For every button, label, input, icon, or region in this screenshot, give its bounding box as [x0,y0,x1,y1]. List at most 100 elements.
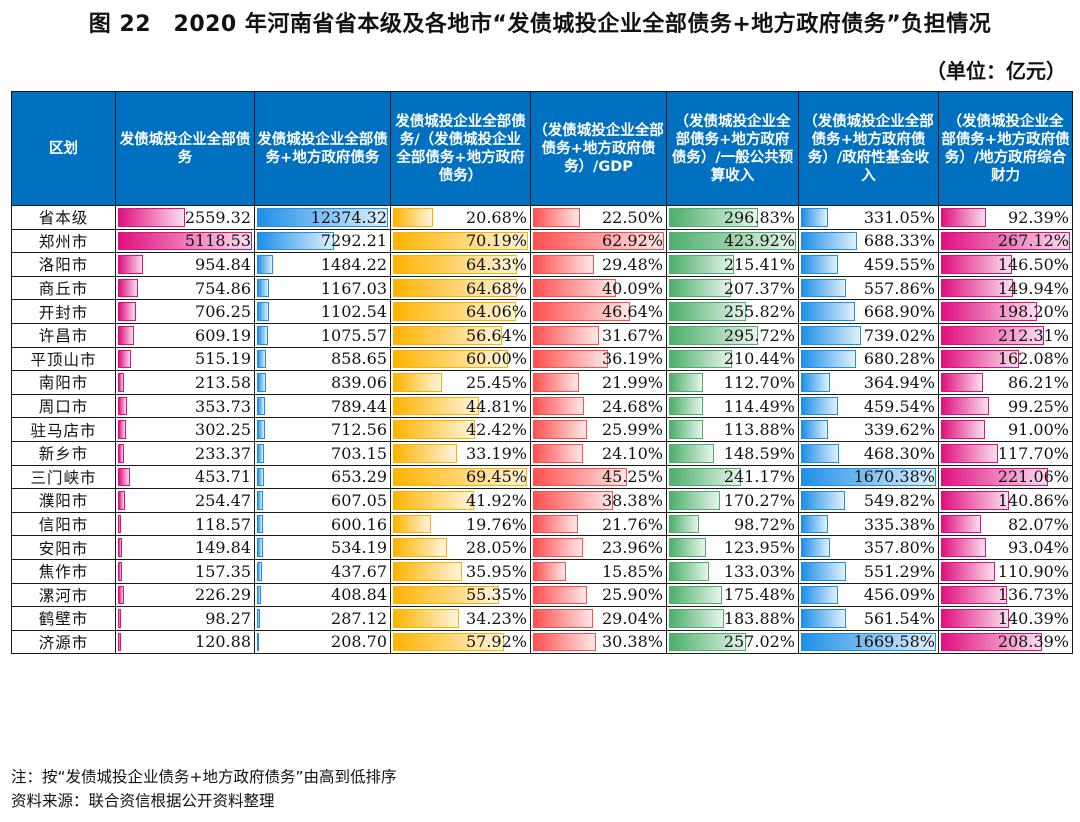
data-bar-total-debt [257,349,267,369]
cell-lgfv-share: 55.35% [390,582,531,608]
cell-debt-budget: 148.59% [666,440,799,466]
sort-note: 注：按“发债城投企业债务+地方政府债务”由高到低排序 [11,768,397,786]
data-bar-debt-gdp [533,538,583,557]
data-bar-debt-fund [801,467,936,487]
cell-value: 60.00% [465,349,527,369]
data-bar-debt-fiscal [941,325,1044,345]
data-bar-debt-fiscal [941,396,989,416]
table-row: 洛阳市 954.84 1484.22 64.33% 29.48% 215.41% 459.5… [11,252,1073,277]
cell-value: 754.86 [195,278,251,298]
data-bar-debt-fiscal [941,632,1042,652]
data-bar-debt-budget [669,467,742,487]
region-name: 焦作市 [11,558,116,584]
header-lgfv-debt: 发债城投企业全部债务 [115,91,255,206]
cell-value: 688.33% [863,231,935,251]
region-name: 安阳市 [11,535,116,560]
cell-value: 557.86% [863,278,935,298]
cell-debt-fund: 688.33% [798,228,939,254]
cell-value: 91.00% [1007,420,1069,440]
cell-debt-gdp: 46.64% [530,299,667,324]
table-row: 新乡市 233.37 703.15 33.19% 24.10% 148.59% 468.30… [11,440,1073,466]
cell-total-debt: 1484.22 [254,252,391,277]
table-row: 驻马店市 302.25 712.56 42.42% 25.99% 113.88% 339.6… [11,417,1073,442]
region-name: 济源市 [11,629,116,655]
cell-debt-budget: 241.17% [666,464,799,490]
cell-value: 140.39% [997,608,1069,628]
cell-value: 706.25 [195,302,251,322]
cell-lgfv-share: 69.45% [390,464,531,490]
cell-debt-fiscal: 99.25% [938,393,1073,419]
cell-debt-gdp: 30.38% [530,629,667,655]
data-bar-total-debt [257,302,269,321]
data-bar-total-debt [257,585,262,605]
cell-value: 208.39% [997,632,1069,652]
unit-label: （单位：亿元） [926,59,1066,83]
table-row: 濮阳市 254.47 607.05 41.92% 38.38% 170.27% 549.82… [11,488,1073,513]
data-bar-debt-gdp [533,255,595,274]
cell-value: 653.29 [331,467,387,487]
data-bar-debt-budget [669,278,732,298]
cell-value: 170.27% [723,490,795,510]
cell-value: 25.90% [601,585,663,605]
cell-lgfv-share: 34.23% [390,606,531,631]
cell-debt-budget: 133.03% [666,558,799,584]
data-bar-lgfv-share [393,514,431,534]
cell-value: 40.09% [601,278,663,298]
cell-debt-fiscal: 267.12% [938,228,1073,254]
cell-value: 93.04% [1007,538,1069,558]
cell-lgfv-share: 41.92% [390,488,531,513]
cell-value: 839.06 [331,372,387,392]
cell-value: 175.48% [723,585,795,605]
cell-lgfv-debt: 233.37 [115,440,255,466]
cell-debt-fiscal: 162.08% [938,346,1073,372]
cell-value: 208.70 [331,632,387,652]
data-bar-total-debt [257,325,269,345]
cell-debt-budget: 113.88% [666,417,799,442]
cell-value: 117.70% [997,443,1069,463]
data-bar-debt-gdp [533,373,579,392]
data-bar-debt-budget [669,609,725,628]
cell-value: 113.88% [723,420,795,440]
cell-debt-fiscal: 140.86% [938,488,1073,513]
cell-value: 339.62% [863,420,935,440]
data-bar-lgfv-debt [118,443,125,463]
cell-debt-gdp: 36.19% [530,346,667,372]
table-row: 省本级 2559.32 12374.32 20.68% 22.50% 296.83% 331… [11,205,1073,230]
cell-lgfv-debt: 302.25 [115,417,255,442]
header-row: 区划 发债城投企业全部债务 发债城投企业全部债务+地方政府债务 发债城投企业全部… [11,91,1073,206]
cell-total-debt: 1075.57 [254,322,391,348]
data-bar-lgfv-debt [118,538,122,557]
cell-debt-fund: 668.90% [798,299,939,324]
header-total-debt: 发债城投企业全部债务+地方政府债务 [254,91,391,206]
cell-debt-gdp: 24.68% [530,393,667,419]
cell-lgfv-debt: 118.57 [115,511,255,537]
cell-value: 459.54% [863,396,935,416]
data-bar-lgfv-share [393,443,457,463]
header-lgfv-share: 发债城投企业全部债务/（发债城投企业全部债务+地方政府债务） [390,91,531,206]
cell-value: 353.73 [195,396,251,416]
data-bar-lgfv-share [393,396,480,416]
cell-debt-budget: 257.02% [666,629,799,655]
cell-lgfv-share: 56.64% [390,322,531,348]
cell-total-debt: 287.12 [254,606,391,631]
data-bar-total-debt [257,255,273,274]
cell-value: 789.44 [331,396,387,416]
cell-value: 46.64% [601,302,663,322]
data-bar-debt-budget [669,561,709,581]
region-name: 洛阳市 [11,252,116,277]
cell-value: 226.29 [195,585,251,605]
cell-value: 25.99% [601,420,663,440]
cell-total-debt: 712.56 [254,417,391,442]
cell-debt-fund: 1669.58% [798,629,939,655]
cell-lgfv-share: 64.33% [390,252,531,277]
cell-value: 423.92% [723,231,795,251]
debt-table: 区划 发债城投企业全部债务 发债城投企业全部债务+地方政府债务 发债城投企业全部… [11,91,1073,655]
cell-value: 453.71 [195,467,251,487]
cell-value: 118.57 [195,514,251,534]
data-bar-debt-fiscal [941,255,1012,274]
data-bar-debt-budget [669,514,699,534]
cell-value: 364.94% [863,372,935,392]
cell-value: 241.17% [723,467,795,487]
cell-total-debt: 7292.21 [254,228,391,254]
cell-value: 55.35% [465,585,527,605]
